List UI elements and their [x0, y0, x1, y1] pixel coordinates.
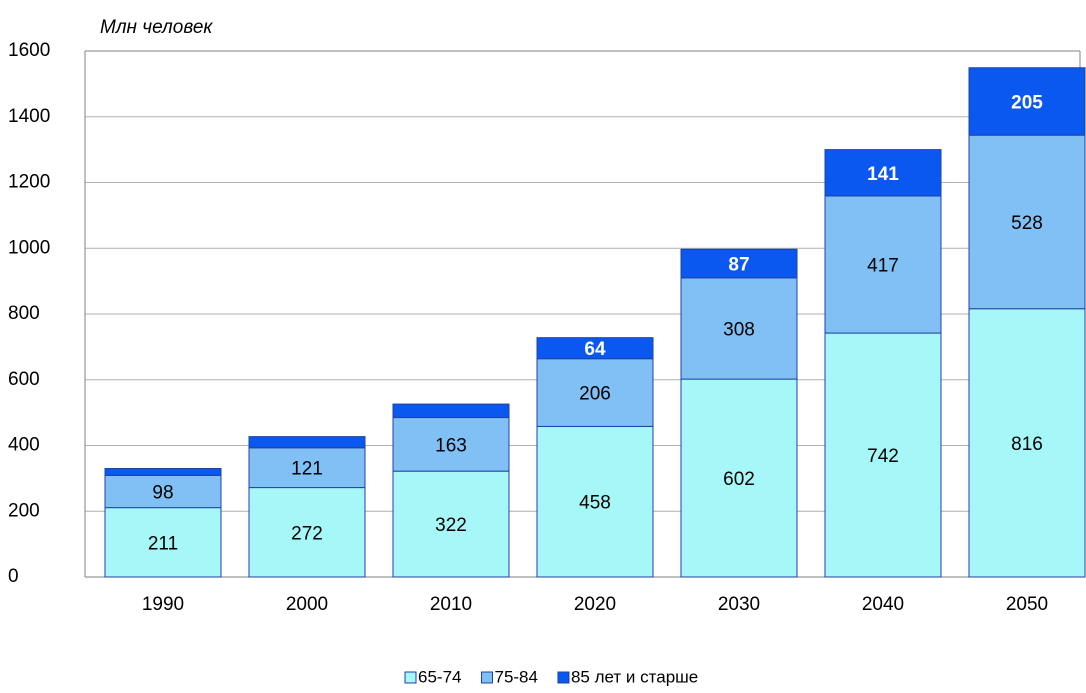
data-label: 141 [867, 164, 899, 185]
legend-label: 85 лет и старше [571, 667, 698, 686]
data-label: 206 [579, 384, 611, 405]
legend-swatch [557, 671, 570, 684]
x-tick-label: 2000 [286, 594, 328, 615]
data-label: 163 [435, 435, 467, 456]
data-label: 322 [435, 515, 467, 536]
y-tick-label: 800 [8, 303, 40, 324]
y-tick-label: 200 [8, 500, 40, 521]
bar-segment [680, 248, 798, 279]
x-tick-label: 2010 [430, 594, 472, 615]
bar-segment [968, 67, 1086, 136]
bar-segment [680, 277, 798, 380]
bar-segment [248, 436, 366, 449]
bar-segment [968, 134, 1086, 310]
legend-swatch [404, 671, 417, 684]
data-label: 742 [867, 446, 899, 467]
x-tick-label: 2040 [862, 594, 904, 615]
y-tick-label: 600 [8, 369, 40, 390]
bar-segment [536, 358, 654, 427]
data-label: 602 [723, 469, 755, 490]
y-tick-label: 1000 [8, 237, 50, 258]
data-label: 272 [291, 523, 323, 544]
data-label: 417 [867, 256, 899, 277]
y-tick-label: 1400 [8, 106, 50, 127]
data-label: 816 [1011, 434, 1043, 455]
data-label: 87 [728, 255, 749, 276]
bar-segment [392, 417, 510, 472]
data-label: 64 [584, 339, 606, 360]
bar-segment [392, 403, 510, 419]
y-axis-label: Млн человек [100, 17, 213, 38]
x-tick-label: 1990 [142, 594, 184, 615]
x-tick-label: 2050 [1006, 594, 1048, 615]
bar-segment [392, 470, 510, 578]
data-label: 211 [148, 533, 178, 554]
x-tick-label: 2030 [718, 594, 760, 615]
bar-segment [104, 468, 222, 476]
bar-segment [968, 308, 1086, 578]
y-tick-label: 400 [8, 435, 40, 456]
data-label: 121 [291, 459, 323, 480]
legend-label: 65-74 [418, 667, 461, 686]
legend-label: 75-84 [494, 667, 537, 686]
y-tick-label: 1600 [8, 40, 50, 61]
bar-segment [824, 332, 942, 578]
bar-segment [824, 195, 942, 334]
data-label: 308 [723, 319, 755, 340]
data-label: 98 [152, 483, 173, 504]
legend-swatch [480, 671, 493, 684]
y-tick-label: 0 [8, 566, 19, 587]
y-tick-label: 1200 [8, 172, 50, 193]
bar-segment [104, 507, 222, 578]
data-label: 205 [1011, 92, 1043, 113]
bar-segment [536, 425, 654, 578]
x-tick-label: 2020 [574, 594, 616, 615]
bar-segment [824, 149, 942, 197]
data-label: 528 [1011, 213, 1043, 234]
bar-segment [536, 337, 654, 360]
bar-segment [680, 378, 798, 578]
data-label: 458 [579, 493, 611, 514]
